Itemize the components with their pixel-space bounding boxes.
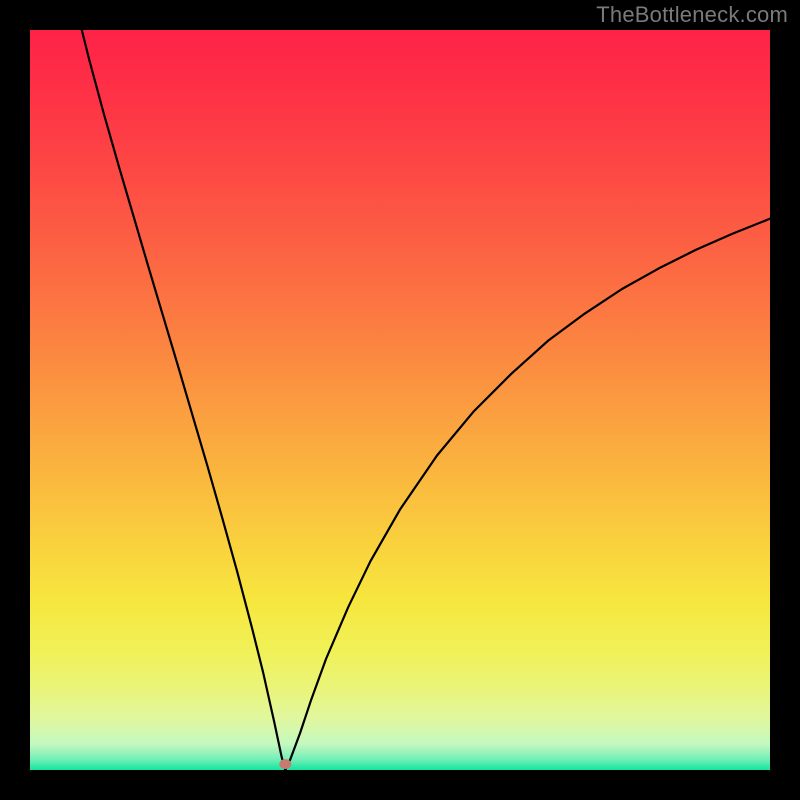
plot-background xyxy=(30,30,770,770)
minimum-marker xyxy=(279,759,291,769)
watermark-text: TheBottleneck.com xyxy=(596,2,788,28)
bottleneck-chart xyxy=(0,0,800,800)
chart-container: TheBottleneck.com xyxy=(0,0,800,800)
